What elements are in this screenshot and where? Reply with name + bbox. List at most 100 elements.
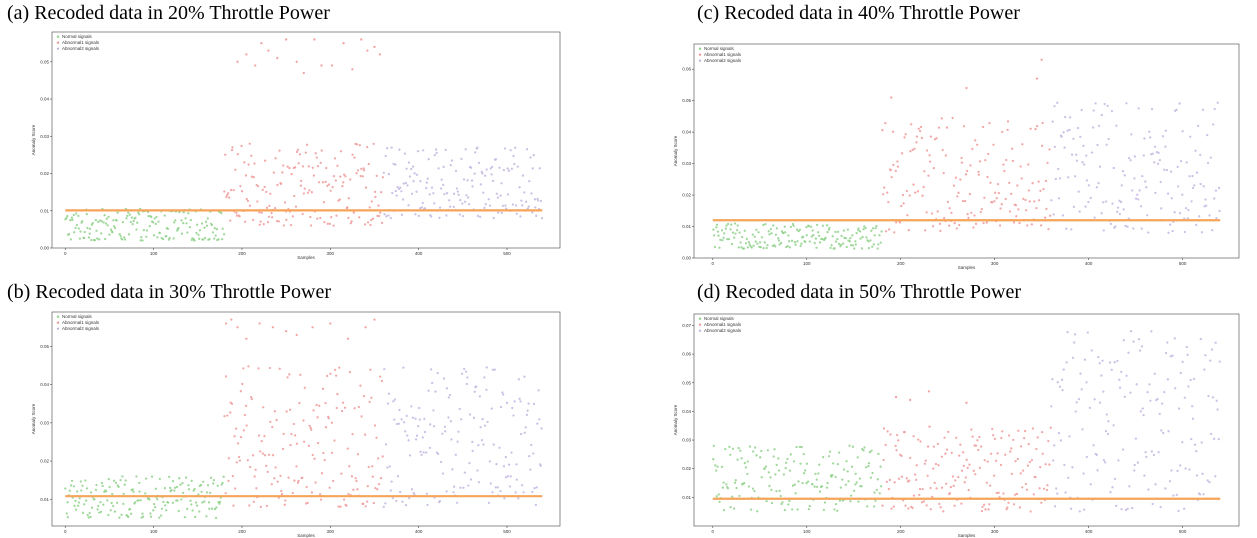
data-point xyxy=(67,233,71,236)
data-point xyxy=(715,223,719,226)
data-point xyxy=(1043,216,1047,219)
data-point xyxy=(743,229,746,232)
data-point xyxy=(971,435,974,438)
data-point xyxy=(251,218,255,221)
data-point xyxy=(1124,224,1127,228)
x-tick-label: 200 xyxy=(238,529,246,534)
data-point xyxy=(854,472,857,475)
data-point xyxy=(945,482,948,485)
data-point xyxy=(1015,215,1018,218)
plot-frame xyxy=(51,31,561,249)
data-point xyxy=(784,467,787,470)
data-point xyxy=(989,452,993,455)
data-point xyxy=(225,195,228,199)
data-point xyxy=(1060,135,1063,138)
data-point xyxy=(749,508,753,511)
data-point xyxy=(764,465,768,468)
data-point xyxy=(995,491,998,495)
data-point xyxy=(455,187,459,190)
data-point xyxy=(454,169,458,173)
data-point xyxy=(479,183,483,186)
data-point xyxy=(396,475,400,478)
data-point xyxy=(1087,200,1090,204)
data-point xyxy=(850,465,854,468)
data-point xyxy=(1178,212,1182,215)
data-point xyxy=(449,163,452,167)
data-point xyxy=(532,402,536,406)
data-point xyxy=(972,469,975,472)
data-point xyxy=(944,452,947,455)
data-point xyxy=(1204,204,1208,207)
data-point xyxy=(1061,214,1065,217)
data-point xyxy=(339,505,342,508)
plot-frame xyxy=(693,313,1240,527)
data-point xyxy=(517,497,520,500)
data-point xyxy=(1039,465,1042,469)
x-tick-label: 300 xyxy=(991,529,999,534)
data-point xyxy=(314,481,317,484)
data-point xyxy=(1116,206,1120,209)
data-point xyxy=(897,477,901,480)
data-point xyxy=(462,178,466,181)
data-point xyxy=(992,434,995,437)
data-point xyxy=(833,508,836,511)
data-point xyxy=(451,468,454,471)
data-point xyxy=(407,439,410,442)
data-point xyxy=(89,491,93,494)
data-point xyxy=(421,436,424,439)
data-point xyxy=(1195,474,1199,477)
data-point xyxy=(898,221,902,224)
data-point xyxy=(243,161,246,164)
data-point xyxy=(817,234,821,238)
data-point xyxy=(1069,507,1073,510)
data-point xyxy=(1153,145,1157,148)
data-point xyxy=(240,190,244,193)
data-point xyxy=(362,394,366,398)
data-point xyxy=(433,202,436,205)
data-point xyxy=(987,152,990,156)
data-point xyxy=(1142,154,1145,157)
data-point xyxy=(1017,208,1020,211)
data-point xyxy=(250,175,254,178)
data-point xyxy=(755,228,758,231)
data-point xyxy=(263,185,266,189)
data-point xyxy=(120,238,124,241)
data-point xyxy=(84,479,87,482)
data-point xyxy=(370,396,373,399)
data-point xyxy=(111,492,114,496)
data-point xyxy=(325,166,328,170)
data-point xyxy=(909,150,912,153)
data-point xyxy=(1150,450,1154,453)
data-point xyxy=(1109,222,1113,226)
data-point xyxy=(1057,431,1061,435)
data-point xyxy=(1002,492,1005,495)
data-point xyxy=(857,227,860,230)
data-point xyxy=(295,333,298,337)
data-point xyxy=(86,514,89,517)
data-point xyxy=(371,217,375,220)
data-point xyxy=(737,446,740,450)
data-point xyxy=(476,214,480,218)
data-point xyxy=(379,476,383,480)
data-point xyxy=(87,516,90,519)
data-point xyxy=(532,452,535,455)
data-point xyxy=(314,152,317,155)
data-point xyxy=(1151,152,1154,155)
data-point xyxy=(1171,354,1174,357)
data-point xyxy=(1030,223,1033,226)
data-point xyxy=(1178,102,1181,105)
data-point xyxy=(1118,199,1121,202)
data-point xyxy=(769,227,773,231)
data-point xyxy=(742,247,746,250)
data-point xyxy=(784,461,788,464)
data-point xyxy=(893,481,896,484)
data-point xyxy=(293,434,297,437)
data-point xyxy=(517,378,521,381)
data-point xyxy=(951,116,954,120)
data-point xyxy=(267,49,270,52)
data-point xyxy=(513,400,516,403)
caption-b: (b) Recoded data in 30% Throttle Power xyxy=(7,281,331,303)
data-point xyxy=(369,223,372,227)
data-point xyxy=(802,472,806,475)
chart-d: 0 100 200 300 400 5000.010.020.030.040.050.06… xyxy=(672,312,1244,538)
